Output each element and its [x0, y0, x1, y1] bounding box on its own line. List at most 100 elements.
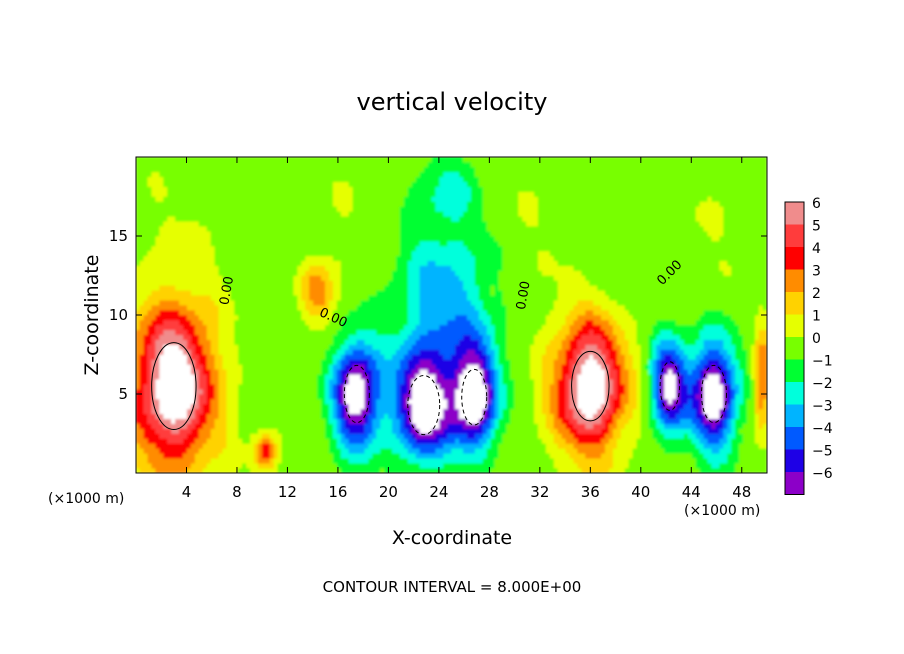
heatmap-cell [344, 462, 350, 469]
heatmap-cell [565, 373, 571, 380]
heatmap-cell [620, 378, 626, 385]
heatmap-cell [427, 443, 433, 449]
heatmap-cell [447, 408, 452, 415]
heatmap-cell [628, 373, 634, 380]
heatmap-cell [494, 383, 500, 390]
heatmap-cell [691, 364, 697, 370]
heatmap-cell [739, 344, 744, 350]
heatmap-cell [190, 457, 196, 464]
heatmap-cell [325, 433, 330, 439]
heatmap-cell [285, 457, 291, 464]
heatmap-cell [565, 443, 571, 449]
heatmap-cell [762, 423, 767, 429]
heatmap-cell [376, 462, 381, 469]
heatmap-cell [151, 329, 157, 336]
heatmap-cell [490, 373, 496, 380]
heatmap-cell [537, 339, 543, 345]
heatmap-cell [498, 443, 504, 449]
heatmap-cell [620, 457, 626, 464]
heatmap-cell [561, 319, 567, 326]
heatmap-cell [739, 433, 744, 439]
heatmap-cell [743, 457, 748, 464]
heatmap-cell [573, 359, 578, 365]
heatmap-cell [254, 433, 259, 439]
heatmap-cell [159, 314, 164, 321]
heatmap-cell [309, 383, 314, 390]
heatmap-cell [553, 448, 559, 454]
heatmap-cell [549, 448, 555, 454]
heatmap-cell [297, 393, 302, 400]
heatmap-cell [648, 438, 653, 444]
heatmap-cell [541, 467, 547, 473]
heatmap-cell [585, 418, 590, 424]
heatmap-cell [443, 393, 448, 400]
heatmap-cell [723, 369, 728, 375]
heatmap-cell [222, 339, 227, 345]
heatmap-cell [534, 344, 539, 350]
heatmap-cell [754, 398, 760, 405]
heatmap-cell [317, 433, 322, 439]
heatmap-cell [640, 403, 646, 410]
heatmap-cell [754, 354, 760, 360]
heatmap-cell [218, 324, 224, 331]
heatmap-cell [380, 418, 385, 424]
heatmap-cell [723, 403, 728, 410]
heatmap-cell [636, 452, 642, 459]
heatmap-cell [699, 388, 705, 395]
heatmap-cell [234, 339, 239, 345]
heatmap-cell [155, 339, 160, 345]
heatmap-cell [597, 373, 602, 380]
heatmap-cell [273, 339, 279, 345]
heatmap-cell [707, 329, 713, 336]
heatmap-cell [218, 403, 224, 410]
heatmap-cell [466, 383, 472, 390]
heatmap-cell [313, 359, 318, 365]
heatmap-cell [703, 364, 709, 370]
heatmap-cell [419, 378, 425, 385]
heatmap-cell [340, 467, 346, 473]
heatmap-cell [136, 443, 141, 449]
heatmap-cell [565, 423, 571, 429]
heatmap-cell [242, 457, 247, 464]
heatmap-cell [731, 408, 736, 415]
heatmap-cell [356, 334, 362, 340]
heatmap-cell [297, 413, 302, 419]
heatmap-cell [238, 467, 243, 473]
heatmap-cell [541, 334, 547, 340]
heatmap-cell [514, 354, 519, 360]
heatmap-cell [344, 334, 350, 340]
heatmap-cell [167, 408, 172, 415]
heatmap-cell [593, 467, 598, 473]
heatmap-cell [328, 418, 334, 424]
heatmap-cell [265, 457, 271, 464]
heatmap-cell [569, 467, 575, 473]
heatmap-cell [482, 349, 488, 355]
heatmap-cell [246, 418, 251, 424]
heatmap-cell [502, 364, 508, 370]
heatmap-cell [494, 457, 500, 464]
heatmap-cell [246, 452, 251, 459]
heatmap-cell [754, 428, 760, 434]
heatmap-cell [518, 403, 523, 410]
heatmap-cell [139, 314, 145, 321]
heatmap-cell [242, 378, 247, 385]
heatmap-cell [163, 462, 168, 469]
heatmap-cell [545, 403, 551, 410]
heatmap-cell [589, 349, 594, 355]
heatmap-cell [301, 462, 306, 469]
heatmap-cell [518, 319, 523, 326]
heatmap-cell [541, 383, 547, 390]
heatmap-cell [364, 418, 369, 424]
heatmap-cell [683, 438, 689, 444]
heatmap-cell [632, 393, 638, 400]
heatmap-cell [679, 423, 685, 429]
heatmap-cell [612, 369, 618, 375]
heatmap-cell [530, 443, 535, 449]
heatmap-cell [530, 359, 535, 365]
heatmap-cell [490, 462, 496, 469]
heatmap-cell [392, 319, 397, 326]
heatmap-cell [230, 413, 235, 419]
heatmap-cell [573, 467, 578, 473]
heatmap-cell [534, 398, 539, 405]
heatmap-cell [490, 433, 496, 439]
